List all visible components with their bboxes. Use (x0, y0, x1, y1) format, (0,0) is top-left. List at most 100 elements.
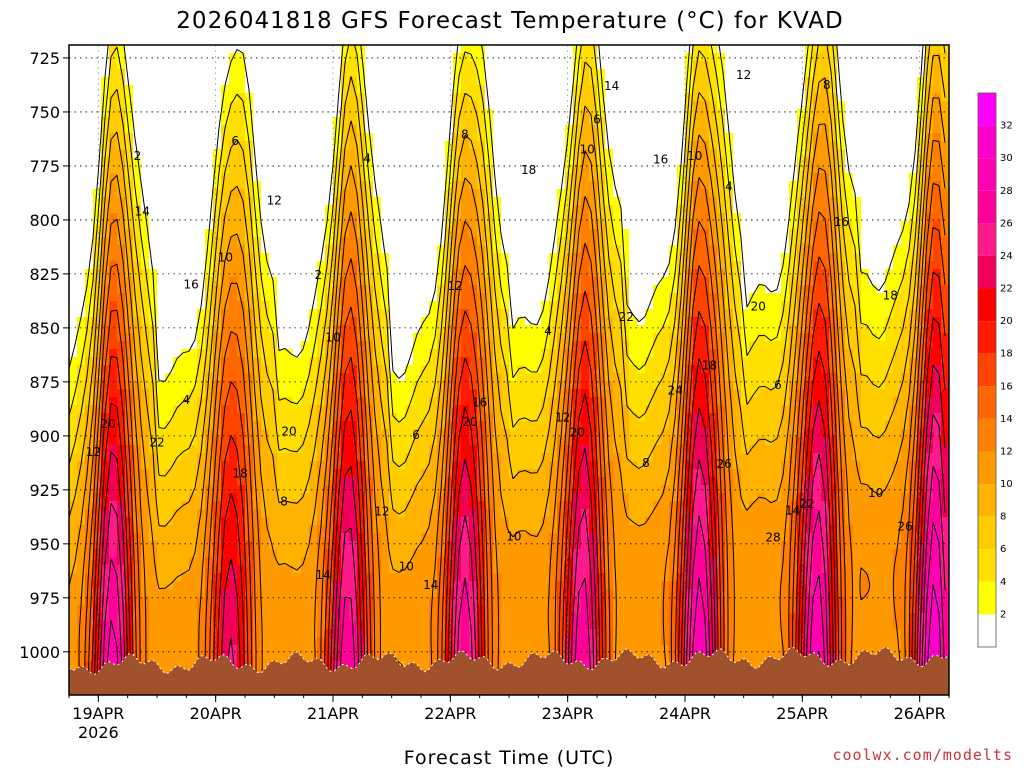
temperature-cell (445, 589, 454, 598)
temperature-cell (429, 413, 438, 422)
temperature-cell (525, 109, 534, 118)
temperature-cell (93, 453, 102, 462)
temperature-cell (461, 117, 470, 126)
temperature-cell (269, 589, 278, 598)
temperature-cell (413, 77, 422, 86)
temperature-cell (317, 469, 326, 478)
temperature-cell (269, 45, 278, 54)
temperature-cell (549, 141, 558, 150)
temperature-cell (77, 45, 86, 54)
temperature-cell (373, 181, 382, 190)
temperature-cell (461, 229, 470, 238)
temperature-cell (245, 109, 254, 118)
temperature-cell (93, 117, 102, 126)
temperature-cell (309, 133, 318, 142)
temperature-cell (405, 205, 414, 214)
temperature-cell (309, 237, 318, 246)
temperature-cell (389, 117, 398, 126)
temperature-cell (397, 381, 406, 390)
temperature-cell (213, 629, 222, 638)
temperature-cell (309, 189, 318, 198)
temperature-cell (381, 293, 390, 302)
temperature-cell (333, 437, 342, 446)
temperature-cell (405, 61, 414, 70)
temperature-cell (77, 653, 86, 662)
temperature-cell (397, 573, 406, 582)
temperature-cell (517, 597, 526, 606)
temperature-cell (173, 285, 182, 294)
temperature-cell (133, 61, 142, 70)
temperature-cell (341, 349, 350, 358)
temperature-cell (189, 629, 198, 638)
temperature-cell (477, 549, 486, 558)
temperature-cell (109, 645, 118, 654)
temperature-cell (269, 557, 278, 566)
temperature-cell (453, 117, 462, 126)
temperature-cell (469, 485, 478, 494)
temperature-cell (501, 541, 510, 550)
temperature-cell (541, 285, 550, 294)
temperature-cell (421, 309, 430, 318)
temperature-cell (501, 213, 510, 222)
temperature-cell (309, 205, 318, 214)
temperature-cell (141, 557, 150, 566)
temperature-cell (69, 237, 78, 246)
temperature-cell (549, 165, 558, 174)
temperature-cell (141, 157, 150, 166)
temperature-cell (293, 53, 302, 62)
temperature-cell (421, 581, 430, 590)
temperature-cell (373, 573, 382, 582)
temperature-cell (485, 261, 494, 270)
temperature-cell (357, 325, 366, 334)
temperature-cell (109, 301, 118, 310)
temperature-cell (141, 277, 150, 286)
temperature-cell (413, 469, 422, 478)
temperature-cell (389, 373, 398, 382)
temperature-cell (229, 181, 238, 190)
temperature-cell (109, 285, 118, 294)
temperature-cell (389, 309, 398, 318)
temperature-cell (149, 445, 158, 454)
temperature-cell (493, 205, 502, 214)
temperature-cell (109, 101, 118, 110)
temperature-cell (429, 477, 438, 486)
temperature-cell (405, 85, 414, 94)
temperature-cell (357, 381, 366, 390)
temperature-cell (189, 661, 198, 670)
temperature-cell (477, 197, 486, 206)
temperature-cell (533, 605, 542, 614)
temperature-cell (541, 325, 550, 334)
temperature-cell (245, 293, 254, 302)
temperature-cell (485, 117, 494, 126)
temperature-cell (533, 613, 542, 622)
temperature-cell (325, 317, 334, 326)
temperature-cell (445, 45, 454, 54)
temperature-cell (173, 69, 182, 78)
temperature-cell (381, 357, 390, 366)
temperature-cell (509, 141, 518, 150)
temperature-cell (109, 213, 118, 222)
temperature-cell (381, 373, 390, 382)
temperature-cell (365, 45, 374, 54)
temperature-cell (149, 421, 158, 430)
temperature-cell (141, 213, 150, 222)
temperature-cell (173, 613, 182, 622)
temperature-cell (541, 141, 550, 150)
temperature-cell (349, 565, 358, 574)
temperature-cell (365, 141, 374, 150)
temperature-cell (237, 637, 246, 646)
temperature-cell (293, 197, 302, 206)
temperature-cell (365, 237, 374, 246)
temperature-cell (429, 397, 438, 406)
temperature-cell (333, 357, 342, 366)
temperature-cell (133, 165, 142, 174)
temperature-cell (493, 413, 502, 422)
temperature-cell (125, 557, 134, 566)
temperature-cell (213, 613, 222, 622)
temperature-cell (405, 309, 414, 318)
temperature-cell (477, 557, 486, 566)
temperature-cell (101, 61, 110, 70)
temperature-cell (445, 341, 454, 350)
temperature-cell (373, 405, 382, 414)
temperature-cell (509, 381, 518, 390)
